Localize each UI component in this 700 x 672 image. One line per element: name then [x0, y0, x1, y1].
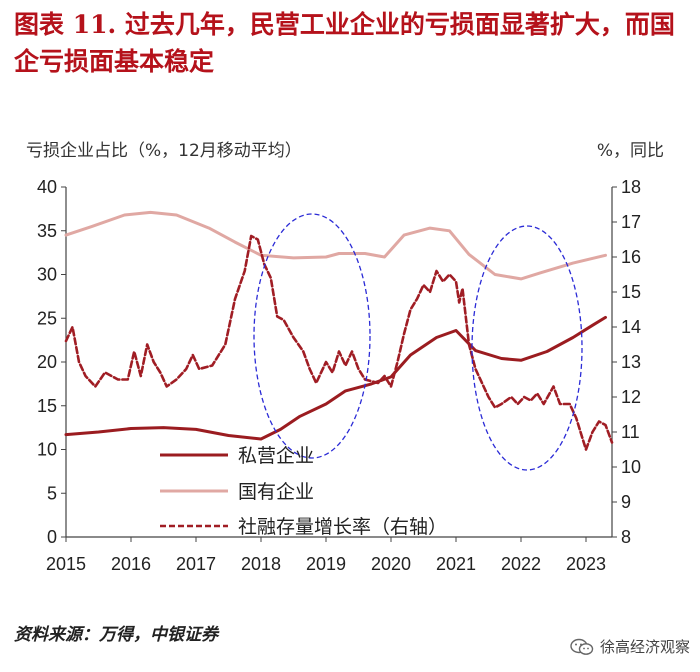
watermark-text: 徐高经济观察 — [599, 638, 690, 656]
left-tick-label: 10 — [37, 440, 57, 460]
right-axis-label: %，同比 — [596, 141, 664, 161]
left-tick-label: 35 — [37, 221, 57, 241]
right-tick-label: 14 — [621, 317, 641, 337]
page-title: 图表 11. 过去几年，民营工业企业的亏损面显著扩大，而国企亏损面基本稳定 — [14, 10, 675, 76]
left-tick-label: 0 — [47, 527, 57, 547]
legend-label-1: 私营企业 — [238, 445, 314, 467]
series-line-2 — [64, 210, 607, 281]
right-tick-label: 9 — [621, 492, 631, 512]
left-tick-label: 15 — [37, 396, 57, 416]
right-tick-label: 8 — [621, 527, 631, 547]
highlight-ellipse-1 — [253, 213, 371, 459]
right-tick-label: 11 — [621, 422, 640, 442]
wechat-icon — [570, 638, 594, 655]
source-note: 资料来源：万得，中银证券 — [14, 625, 218, 645]
x-tick-label: 2016 — [111, 554, 151, 574]
x-tick-label: 2023 — [566, 554, 606, 574]
left-tick-label: 25 — [37, 308, 57, 328]
right-tick-label: 18 — [621, 177, 641, 197]
left-tick-label: 20 — [37, 352, 57, 372]
legend-label-2: 国有企业 — [238, 481, 314, 503]
right-tick-label: 15 — [621, 282, 641, 302]
x-tick-label: 2018 — [241, 554, 281, 574]
right-tick-label: 17 — [621, 212, 641, 232]
series-line-1 — [64, 315, 607, 441]
highlight-ellipse-2 — [471, 225, 583, 471]
x-tick-label: 2021 — [436, 554, 476, 574]
watermark: 徐高经济观察 — [570, 636, 690, 657]
right-tick-label: 12 — [621, 387, 641, 407]
left-axis-label: 亏损企业占比（%，12月移动平均） — [26, 141, 302, 161]
left-tick-label: 40 — [37, 177, 57, 197]
x-tick-label: 2020 — [371, 554, 411, 574]
series-line-3 — [64, 234, 614, 451]
legend-label-3: 社融存量增长率（右轴） — [238, 516, 447, 538]
x-tick-label: 2015 — [46, 554, 86, 574]
x-tick-label: 2017 — [176, 554, 216, 574]
x-tick-label: 2022 — [501, 554, 541, 574]
right-tick-label: 16 — [621, 247, 641, 267]
right-tick-label: 13 — [621, 352, 641, 372]
x-tick-label: 2019 — [306, 554, 346, 574]
left-tick-label: 30 — [37, 265, 57, 285]
right-tick-label: 10 — [621, 457, 641, 477]
left-tick-label: 5 — [47, 483, 57, 503]
